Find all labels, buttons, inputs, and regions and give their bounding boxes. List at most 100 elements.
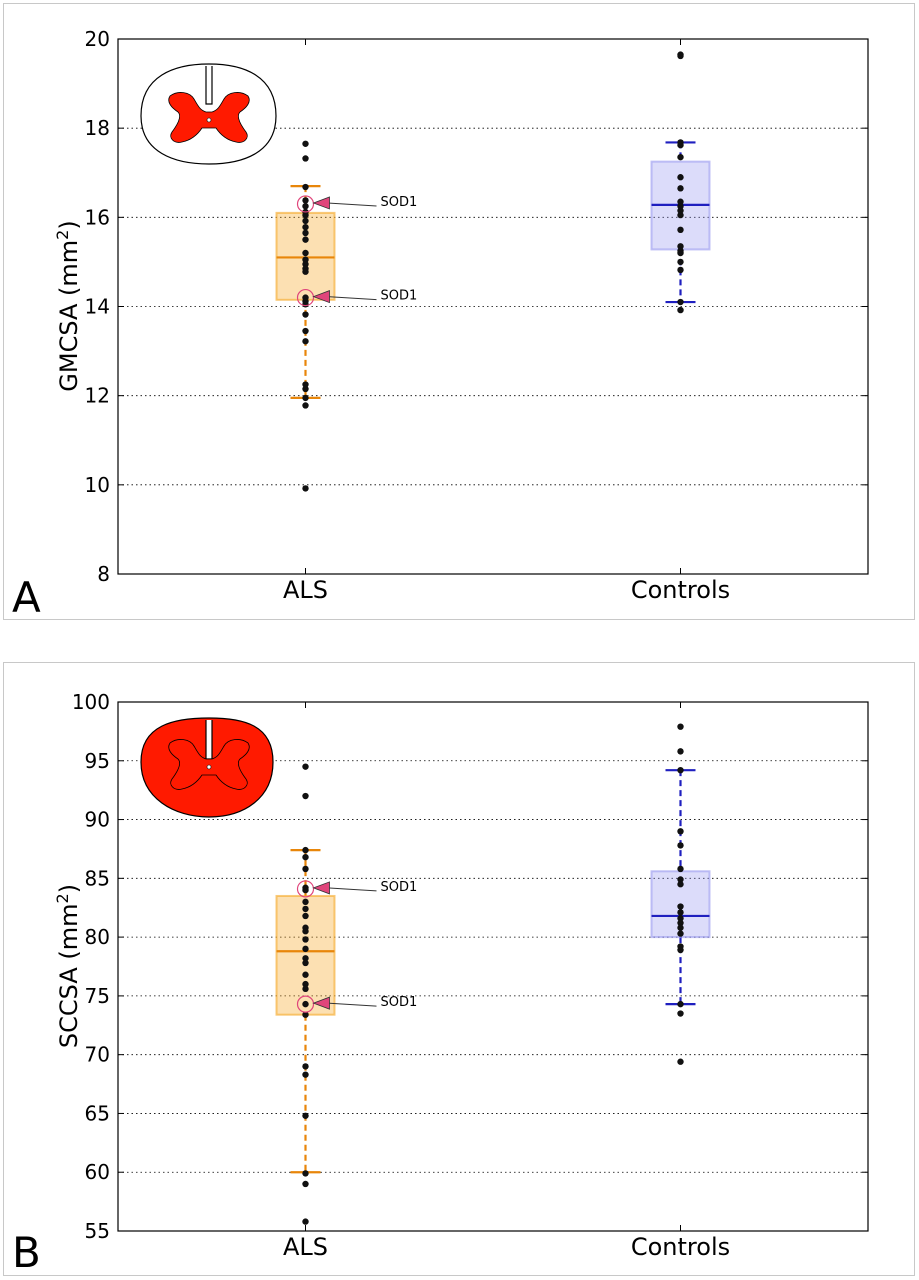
- data-point: [677, 249, 684, 257]
- data-point: [302, 945, 309, 953]
- data-point: [302, 1063, 309, 1070]
- data-point: [302, 1180, 309, 1188]
- data-point: [677, 266, 684, 274]
- data-point: [677, 185, 684, 192]
- data-point: [677, 842, 684, 849]
- chart-b: 55 60 65 70 75 80 85 90 95 100 ALS Controls SCCSA (m…: [12, 690, 869, 1277]
- data-point: [302, 886, 309, 894]
- data-point: [302, 381, 309, 388]
- sod1-arrow-line: [327, 887, 377, 892]
- y-tick-label: 100: [72, 690, 110, 714]
- data-point: [302, 394, 309, 402]
- data-point: [302, 301, 309, 308]
- y-tick-label: 85: [85, 866, 110, 890]
- data-point: [302, 256, 309, 263]
- data-point: [302, 971, 309, 978]
- data-point: [677, 198, 684, 205]
- sod1-annotation: SOD1: [296, 995, 418, 1013]
- data-point: [302, 865, 309, 873]
- y-tick-label: 80: [85, 925, 110, 949]
- data-point: [677, 243, 684, 250]
- sod1-highlight-circle: [296, 288, 315, 307]
- y-tick-label: 14: [85, 295, 110, 319]
- data-point: [302, 183, 309, 191]
- box-als: [275, 763, 336, 1225]
- y-tick-label: 90: [85, 808, 110, 832]
- sod1-arrow-line: [327, 202, 377, 207]
- data-point: [302, 936, 309, 943]
- data-point: [302, 385, 309, 393]
- data-point: [677, 946, 684, 954]
- data-point: [677, 748, 684, 755]
- data-point: [677, 924, 684, 931]
- panel-label: A: [12, 573, 41, 621]
- sod1-arrowhead: [312, 881, 330, 895]
- data-point: [677, 881, 684, 888]
- x-tick-label: ALS: [283, 576, 328, 604]
- data-point: [677, 153, 684, 161]
- data-point: [677, 723, 684, 730]
- data-point: [677, 211, 684, 219]
- data-point: [302, 1071, 309, 1078]
- box-controls: [650, 723, 711, 1065]
- data-point: [302, 912, 309, 920]
- sod1-label: SOD1: [381, 880, 418, 895]
- plot-area: 55 60 65 70 75 80 85 90 95 100 ALS Controls SCCSA (m…: [53, 690, 869, 1261]
- sod1-highlight-circle: [296, 880, 315, 898]
- data-point: [677, 919, 684, 927]
- data-point: [677, 1000, 684, 1008]
- y-tick-label: 18: [85, 116, 110, 140]
- data-point: [677, 202, 684, 210]
- data-point: [677, 876, 684, 883]
- data-point: [677, 865, 684, 873]
- box-als: [275, 140, 336, 492]
- data-point: [302, 1170, 309, 1177]
- y-tick-label: 12: [85, 384, 110, 408]
- data-point: [302, 905, 309, 913]
- data-point: [302, 197, 309, 204]
- data-point: [302, 792, 309, 800]
- data-point: [302, 898, 309, 906]
- y-tick-label: 70: [85, 1043, 110, 1067]
- data-point: [302, 1011, 309, 1018]
- data-point: [302, 763, 309, 770]
- data-point: [677, 141, 684, 149]
- panel-b: 55 60 65 70 75 80 85 90 95 100 ALS Controls SCCSA (m…: [3, 662, 915, 1277]
- data-point: [302, 955, 309, 962]
- data-point: [302, 928, 309, 935]
- chart-a: 8 10 12 14 16 18 20 ALS Controls GMCSA (mm2) SOD1 S…: [12, 27, 869, 621]
- y-tick-label: 10: [85, 473, 110, 497]
- data-point: [677, 1010, 684, 1017]
- data-point: [302, 327, 309, 335]
- sod1-arrow-line: [327, 1002, 377, 1007]
- data-point: [302, 311, 309, 318]
- data-point: [677, 930, 684, 937]
- data-point: [677, 903, 684, 910]
- x-tick-label: Controls: [631, 576, 730, 604]
- y-tick-label: 55: [85, 1219, 110, 1243]
- data-point: [677, 298, 684, 306]
- data-point: [302, 155, 309, 162]
- data-point: [302, 202, 309, 210]
- panel-a: 8 10 12 14 16 18 20 ALS Controls GMCSA (mm2) SOD1 S…: [3, 3, 915, 621]
- data-point: [302, 140, 309, 147]
- sod1-label: SOD1: [381, 995, 418, 1010]
- data-point: [302, 211, 309, 219]
- data-point: [677, 915, 684, 922]
- data-point: [302, 985, 309, 993]
- data-point: [677, 766, 684, 774]
- data-point: [677, 1058, 684, 1065]
- sod1-annotation: SOD1: [296, 195, 418, 213]
- x-tick-label: Controls: [631, 1233, 730, 1261]
- data-point: [677, 226, 684, 234]
- sod1-arrowhead: [312, 996, 330, 1010]
- data-point: [302, 229, 309, 237]
- y-axis-label: GMCSA (mm2): [53, 220, 83, 391]
- data-point: [302, 223, 309, 231]
- plot-frame: [117, 701, 869, 1232]
- data-point: [302, 236, 309, 243]
- sod1-arrow-line: [327, 296, 377, 301]
- sod1-highlight-circle: [296, 995, 315, 1013]
- sod1-label: SOD1: [381, 195, 418, 210]
- data-point: [302, 959, 309, 967]
